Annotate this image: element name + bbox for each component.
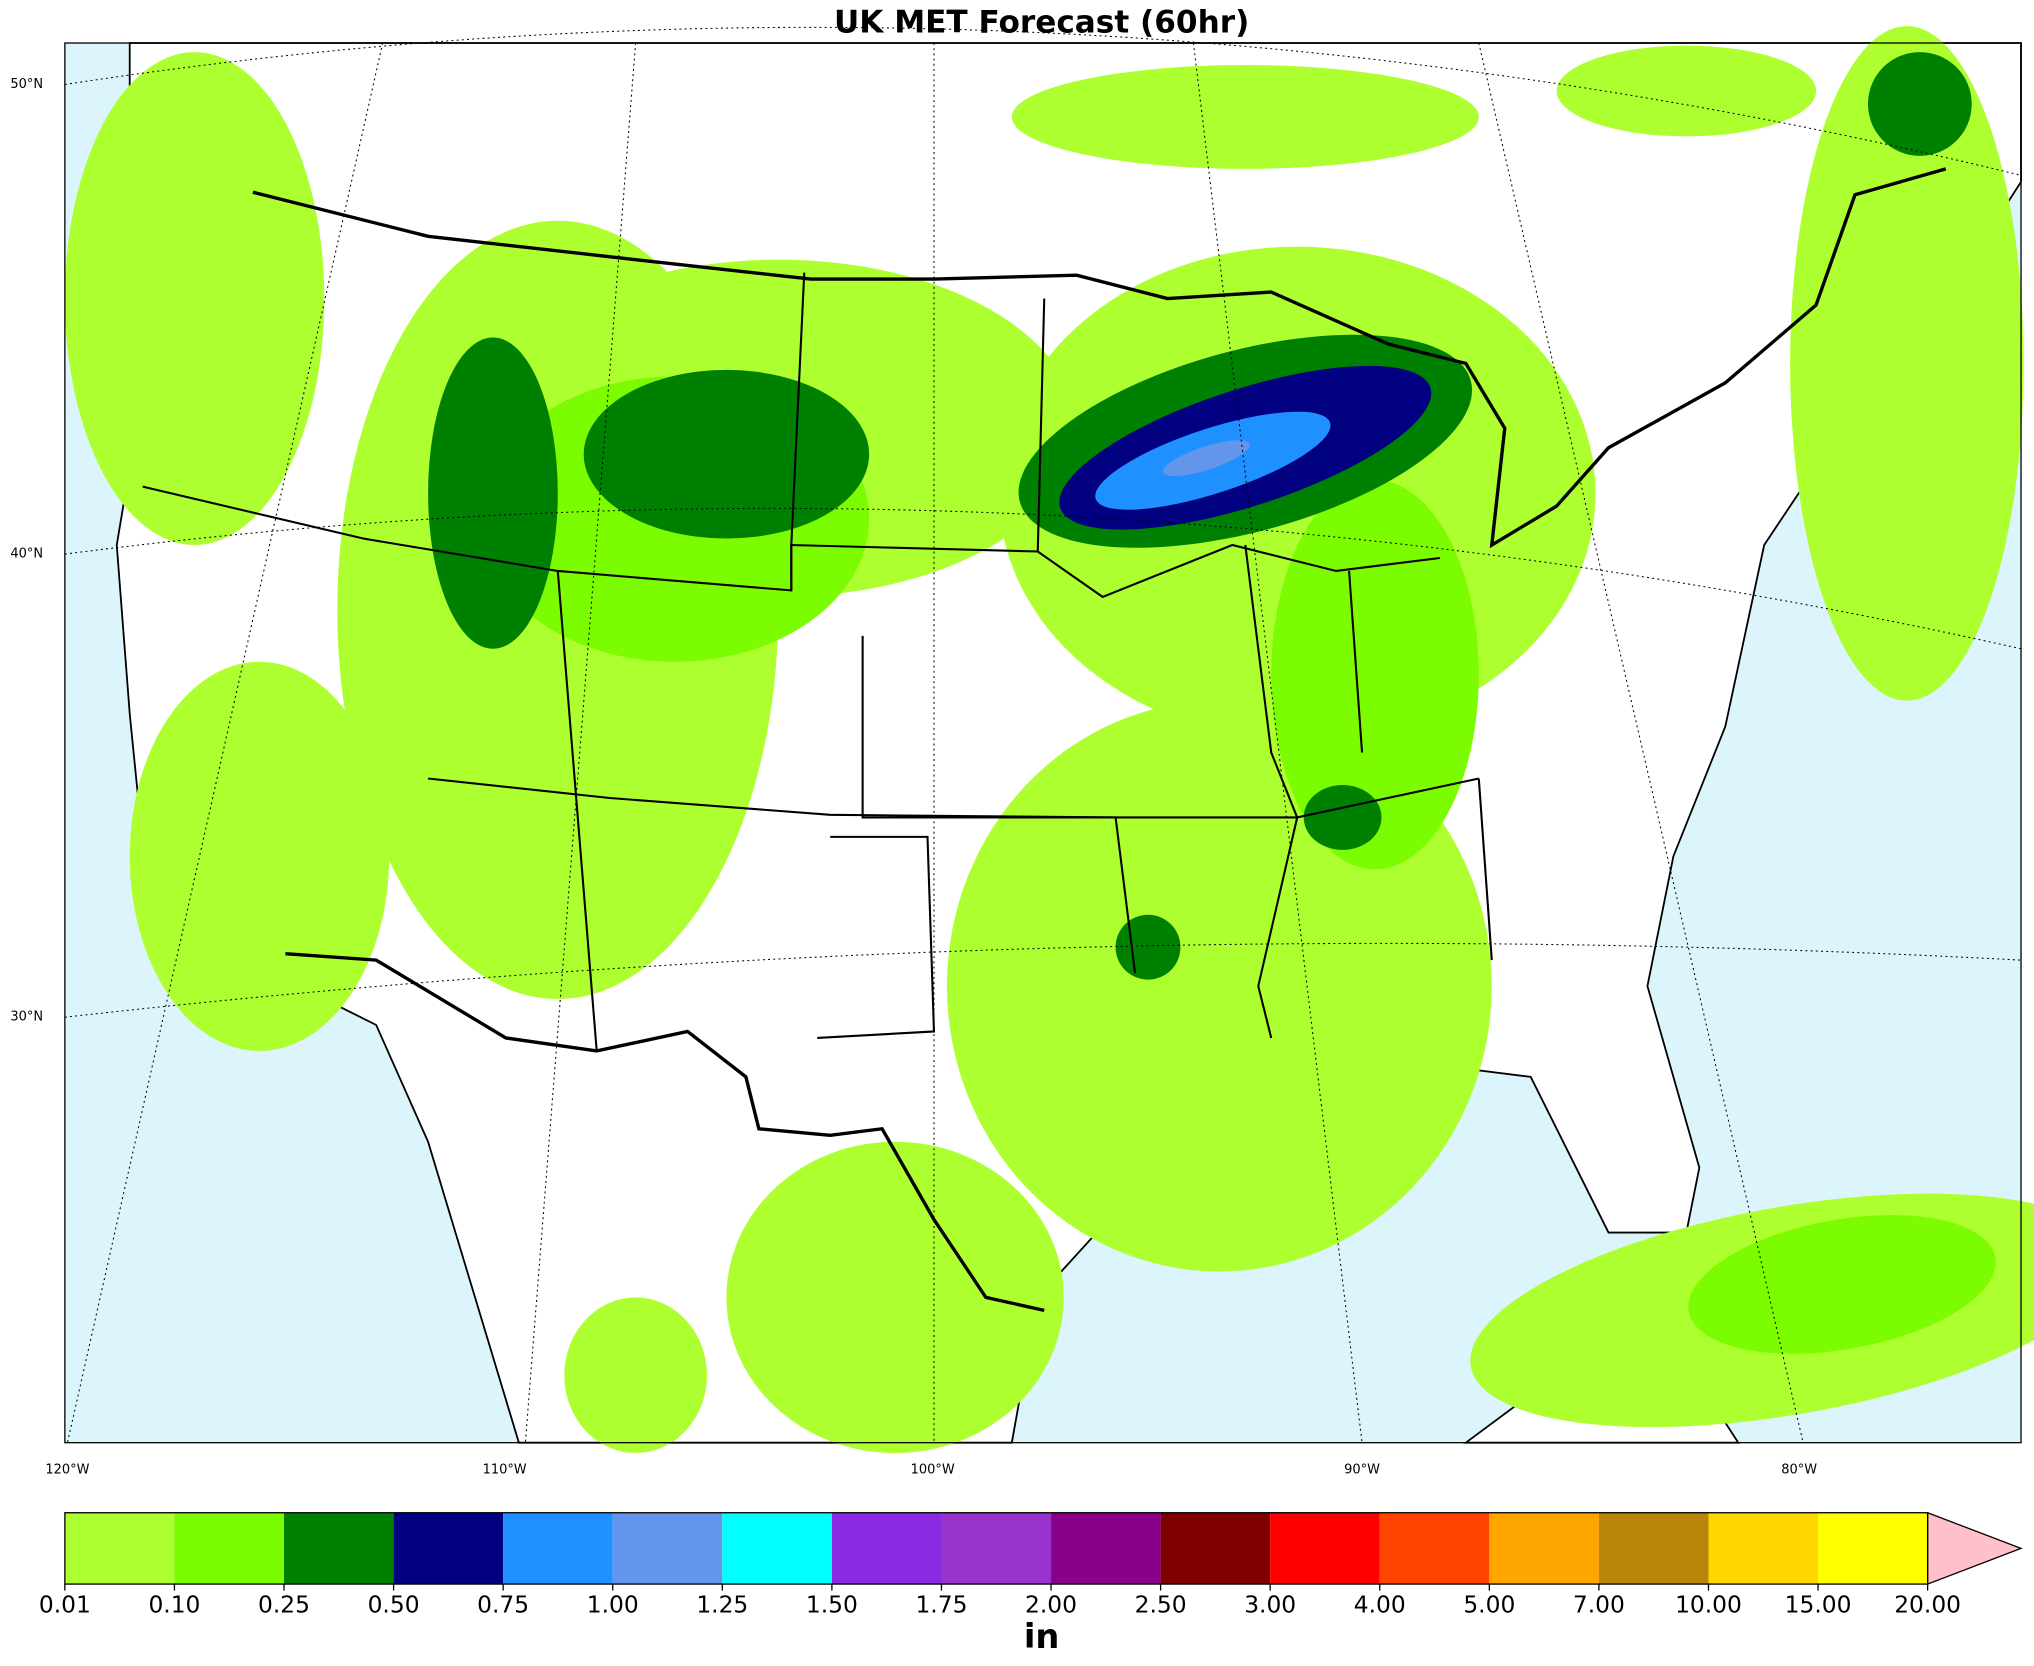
lon-label: 120°W: [45, 1462, 89, 1477]
colorbar-bin: [722, 1512, 832, 1585]
colorbar-bin: [1818, 1512, 1928, 1585]
precip-area: [583, 369, 870, 539]
precip-area: [564, 1297, 707, 1454]
colorbar-tick-label: 2.50: [1135, 1591, 1187, 1619]
colorbar-bin: [393, 1512, 504, 1585]
colorbar: in 0.01 0.10 0.25 0.50 0.75 1.00 1.25 1.50 1.75 2…: [39, 1511, 2023, 1656]
precip-area: [726, 1141, 1064, 1454]
lon-label: 100°W: [911, 1462, 955, 1477]
colorbar-bin: [1270, 1512, 1380, 1585]
colorbar-bin: [503, 1512, 613, 1585]
colorbar-bin: [1489, 1512, 1599, 1585]
colorbar-tick-label: 15.00: [1785, 1591, 1852, 1619]
colorbar-tick-label: 1.25: [696, 1591, 748, 1619]
colorbar-tick-label: 1.75: [915, 1591, 967, 1619]
colorbar-tick-label: 0.75: [477, 1591, 529, 1619]
precip-area: [428, 337, 558, 649]
colorbar-tick-label: 0.01: [39, 1591, 91, 1619]
colorbar-bin: [1379, 1512, 1490, 1585]
colorbar-bin: [174, 1512, 285, 1585]
precip-area: [1163, 440, 1250, 477]
map-title: UK MET Forecast (60hr): [834, 5, 1249, 41]
colorbar-label: in: [1024, 1617, 1060, 1656]
precip-area: [64, 52, 325, 546]
colorbar-bin: [941, 1512, 1052, 1585]
colorbar-tick-label: 1.50: [806, 1591, 858, 1619]
colorbar-bin: [284, 1512, 394, 1585]
precip-area: [1011, 65, 1479, 169]
precip-area: [1790, 26, 2024, 701]
precip-fill: [64, 26, 2034, 1454]
colorbar-tick-label: 3.00: [1244, 1591, 1296, 1619]
precip-area: [1271, 480, 1479, 870]
colorbar-bin: [1708, 1512, 1819, 1585]
precip-area: [1303, 785, 1382, 850]
colorbar-tick-label: 5.00: [1463, 1591, 1515, 1619]
colorbar-tick-label: 0.10: [148, 1591, 200, 1619]
precip-area: [129, 661, 390, 1051]
axis-labels: 50°N 40°N 30°N 120°W 110°W 100°W 90°W 80…: [10, 77, 1817, 1477]
precip-area: [1556, 45, 1817, 137]
colorbar-tick-label: 20.00: [1894, 1591, 1961, 1619]
graticule: [64, 26, 2022, 1443]
map-frame: [64, 42, 2022, 1444]
lat-label: 40°N: [10, 547, 43, 562]
precip-area: [1688, 1215, 1996, 1354]
lon-label: 110°W: [483, 1462, 527, 1477]
lon-label: 90°W: [1344, 1462, 1380, 1477]
colorbar-tick-label: 0.50: [368, 1591, 420, 1619]
lon-label: 80°W: [1781, 1462, 1817, 1477]
colorbar-bin: [1598, 1512, 1709, 1585]
map-panel: [64, 26, 2034, 1454]
colorbar-tick-label: 0.25: [258, 1591, 310, 1619]
precip-area: [1867, 52, 1972, 156]
colorbar-bin: [64, 1512, 175, 1585]
colorbar-bin: [1160, 1512, 1271, 1585]
boundaries: [142, 167, 1947, 1313]
colorbar-tick-label: 4.00: [1354, 1591, 1406, 1619]
colorbar-bin: [1051, 1512, 1161, 1585]
colorbar-frame: [64, 1512, 1929, 1585]
colorbar-tick-label: 1.00: [587, 1591, 639, 1619]
colorbar-extend: [1926, 1511, 2023, 1586]
lat-label: 30°N: [10, 1010, 43, 1025]
colorbar-bin: [831, 1512, 942, 1585]
lat-label: 50°N: [10, 77, 43, 92]
colorbar-tick-label: 10.00: [1675, 1591, 1742, 1619]
precip-area: [1115, 914, 1181, 980]
colorbar-tick-label: 7.00: [1573, 1591, 1625, 1619]
colorbar-bin: [612, 1512, 723, 1585]
colorbar-tick-label: 2.00: [1025, 1591, 1077, 1619]
